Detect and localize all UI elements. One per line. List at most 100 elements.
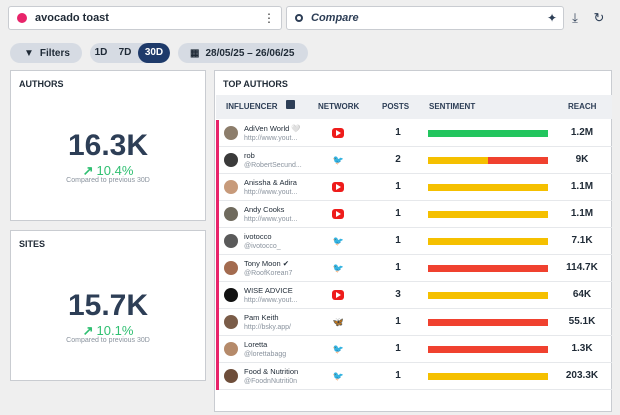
posts-count: 1 (395, 181, 401, 192)
avatar[interactable] (224, 234, 238, 248)
influencer-name[interactable]: AdiVen World 🤍 (244, 124, 301, 133)
sentiment-bar (428, 346, 548, 353)
youtube-icon (332, 128, 344, 138)
influencer-handle: @RoofKorean7 (244, 270, 293, 277)
sparkle-icon[interactable]: ✦ (546, 11, 557, 25)
avatar[interactable] (224, 342, 238, 356)
sentiment-negative (488, 157, 548, 164)
influencer-name[interactable]: Pam Keith (244, 313, 279, 322)
sentiment-neutral (428, 373, 548, 380)
avatar[interactable] (224, 180, 238, 194)
calendar-icon: ▦ (190, 47, 200, 59)
posts-count: 1 (395, 316, 401, 327)
date-range-picker[interactable]: ▦ 28/05/25 – 26/06/25 (178, 43, 308, 63)
sentiment-negative (428, 319, 548, 326)
range-7d[interactable]: 7D (118, 47, 132, 58)
filters-button[interactable]: ▼ Filters (10, 43, 82, 63)
influencer-handle: http://bsky.app/ (244, 324, 291, 331)
sites-compare-text: Compared to previous 30D (66, 337, 150, 344)
table-row[interactable]: AdiVen World 🤍 http://www.yout... 1 1.2M (216, 120, 612, 147)
posts-count: 1 (395, 208, 401, 219)
row-accent (216, 120, 219, 147)
avatar[interactable] (224, 126, 238, 140)
reach-value: 203.3K (565, 370, 599, 381)
sentiment-bar (428, 157, 548, 164)
avatar[interactable] (224, 369, 238, 383)
influencer-handle: http://www.yout... (244, 135, 298, 142)
influencer-handle: @lorettabagg (244, 351, 287, 358)
sentiment-bar (428, 184, 548, 191)
authors-delta: ↗ 10.4% (11, 163, 205, 179)
row-accent (216, 363, 219, 390)
authors-delta-value: 10.4% (96, 163, 134, 178)
reach-value: 1.3K (571, 343, 593, 354)
col-influencer: INFLUENCER (226, 102, 278, 111)
influencer-name[interactable]: Tony Moon ✔ (244, 259, 290, 268)
external-link-icon[interactable] (286, 100, 295, 109)
influencer-name[interactable]: Andy Cooks (244, 205, 285, 214)
table-row[interactable]: Andy Cooks http://www.yout... 1 1.1M (216, 201, 612, 228)
influencer-name[interactable]: Loretta (244, 340, 268, 349)
table-row[interactable]: ivotocco @ivotocco_ 🐦 1 7.1K (216, 228, 612, 255)
sentiment-negative (428, 346, 548, 353)
influencer-name[interactable]: WISE ADVICE (244, 286, 293, 295)
youtube-icon (332, 209, 344, 219)
authors-card: AUTHORS 16.3K ↗ 10.4% Compared to previou… (10, 70, 206, 221)
table-row[interactable]: Anissha & Adira http://www.yout... 1 1.1… (216, 174, 612, 201)
range-1d[interactable]: 1D (94, 47, 108, 58)
row-accent (216, 201, 219, 228)
avatar[interactable] (224, 288, 238, 302)
sentiment-neutral (428, 292, 548, 299)
posts-count: 3 (395, 289, 401, 300)
table-row[interactable]: Tony Moon ✔ @RoofKorean7 🐦 1 114.7K (216, 255, 612, 282)
avatar[interactable] (224, 153, 238, 167)
influencer-handle: http://www.yout... (244, 216, 298, 223)
twitter-icon: 🐦 (332, 236, 345, 246)
influencer-handle: @FoodnNutriti0n (244, 378, 298, 385)
table-row[interactable]: WISE ADVICE http://www.yout... 3 64K (216, 282, 612, 309)
sites-delta: ↗ 10.1% (11, 323, 205, 339)
sentiment-bar (428, 319, 548, 326)
row-accent (216, 282, 219, 309)
range-30d[interactable]: 30D (138, 43, 170, 63)
table-row[interactable]: Food & Nutrition @FoodnNutriti0n 🐦 1 203… (216, 363, 612, 390)
influencer-name[interactable]: ivotocco (244, 232, 272, 241)
kebab-menu-icon[interactable]: ⋮ (263, 11, 275, 25)
row-accent (216, 255, 219, 282)
sentiment-bar (428, 211, 548, 218)
query-name: avocado toast (35, 12, 109, 24)
trend-up-icon: ↗ (82, 163, 94, 178)
reach-value: 1.2M (570, 127, 594, 138)
reach-value: 7.1K (571, 235, 593, 246)
query-color-dot (17, 13, 27, 23)
sentiment-bar (428, 130, 548, 137)
influencer-name[interactable]: rob (244, 151, 255, 160)
col-posts: POSTS (382, 102, 410, 111)
youtube-icon (332, 182, 344, 192)
trend-up-icon: ↗ (82, 323, 94, 338)
col-network: NETWORK (318, 102, 360, 111)
twitter-icon: 🐦 (332, 155, 345, 165)
avatar[interactable] (224, 315, 238, 329)
influencer-name[interactable]: Anissha & Adira (244, 178, 297, 187)
avatar[interactable] (224, 207, 238, 221)
sentiment-bar (428, 373, 548, 380)
twitter-icon: 🐦 (332, 263, 345, 273)
download-icon[interactable]: ⤓ (572, 10, 578, 25)
sentiment-bar (428, 265, 548, 272)
refresh-icon[interactable]: ↻ (593, 10, 605, 25)
avatar[interactable] (224, 261, 238, 275)
posts-count: 1 (395, 343, 401, 354)
twitter-icon: 🐦 (332, 371, 345, 381)
sentiment-negative (428, 265, 548, 272)
table-row[interactable]: Pam Keith http://bsky.app/ 🦋 1 55.1K (216, 309, 612, 336)
reach-value: 1.1M (570, 208, 594, 219)
filters-label: Filters (39, 47, 70, 59)
youtube-icon (332, 290, 344, 300)
compare-selector[interactable]: Compare ✦ (286, 6, 564, 30)
query-selector[interactable]: avocado toast ⋮ (8, 6, 282, 30)
table-row[interactable]: rob @RobertSecund... 🐦 2 9K (216, 147, 612, 174)
influencer-name[interactable]: Food & Nutrition (244, 367, 299, 376)
sites-value: 15.7K (67, 289, 149, 322)
table-row[interactable]: Loretta @lorettabagg 🐦 1 1.3K (216, 336, 612, 363)
